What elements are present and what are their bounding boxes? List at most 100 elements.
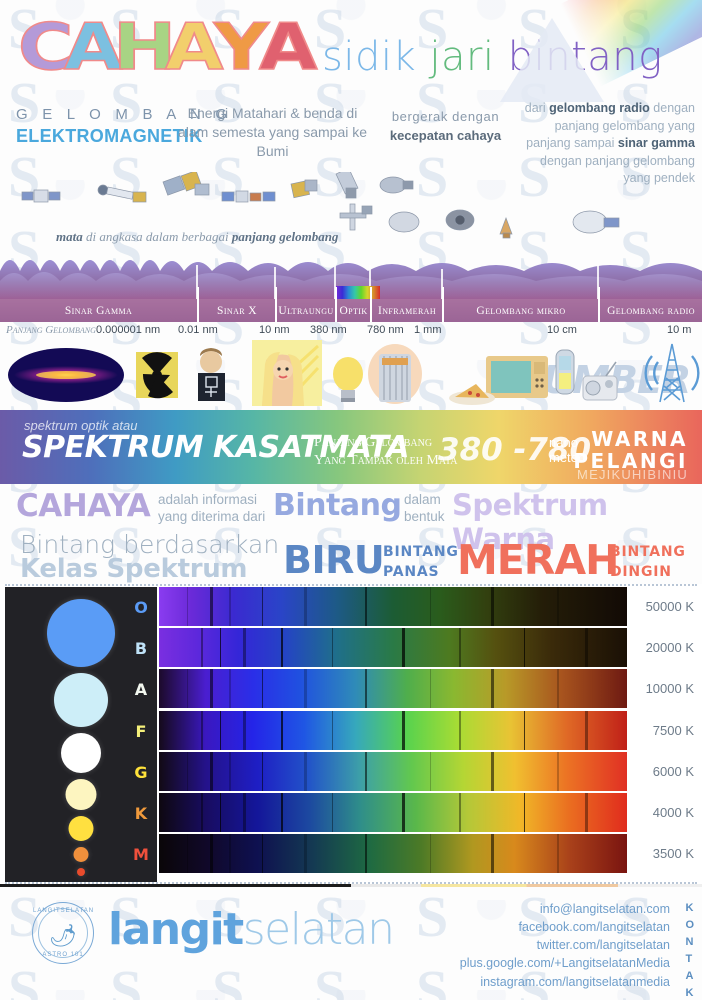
dalam-l1: dalam	[404, 492, 441, 507]
kontak-letter-1: O	[685, 919, 694, 932]
spectrum-strip-K	[159, 792, 627, 832]
star-size-marker-0	[47, 599, 115, 667]
spectrum-strip-B	[159, 628, 627, 668]
watermark-letter: S	[314, 70, 347, 135]
spectral-class-G: G	[134, 762, 148, 782]
watermark-letter: S	[8, 514, 41, 579]
stmt-spektrum-warna: Spektrum Warna	[452, 488, 608, 556]
temperature-label-O: 50000 K	[645, 599, 694, 614]
spectrum-strip-F	[159, 710, 627, 750]
watermark-letter: S	[8, 958, 41, 1000]
spectral-class-A: A	[134, 680, 148, 700]
watermark-letter: S	[620, 884, 653, 949]
contact-list[interactable]: info@langitselatan.com facebook.com/langi…	[460, 900, 670, 991]
watermark-letter: S	[416, 958, 449, 1000]
warna-line1: WARNA	[591, 427, 688, 451]
watermark-letter: S	[110, 884, 143, 949]
star-size-marker-4	[68, 816, 94, 841]
infrared-heater-icon	[368, 344, 422, 404]
wavelength-label-3: 380 nm	[310, 324, 347, 336]
contact-line-4[interactable]: instagram.com/langitselatanmedia	[480, 974, 670, 989]
em-band-gelombang-radio: Gelombang radio	[607, 304, 695, 317]
spectrum-row-O	[159, 587, 627, 626]
stmt-cahaya: CAHAYA	[16, 488, 151, 524]
contact-line-1[interactable]: facebook.com/langitselatan	[518, 920, 670, 935]
pendek-text: dengan panjang gelombang yang pendek	[540, 153, 695, 186]
seal-bottom-text: ASTRO 101	[42, 952, 84, 958]
star-size-marker-3	[65, 779, 97, 810]
panjang-gelombang-label: Panjang Gelombang	[6, 324, 96, 336]
pj-line2: Yang Tampak oleh Mata	[314, 452, 458, 468]
watermark-letter: S	[620, 144, 653, 209]
langitselatan-wordmark[interactable]: langitselatan	[108, 908, 395, 952]
em-band-gelombang-mikro: Gelombang mikro	[476, 304, 566, 317]
watermark-letter: S	[110, 514, 143, 579]
gelombang-radio-text: gelombang radio	[549, 101, 650, 115]
title-letter-5: A	[258, 11, 318, 85]
seal-top-text: LANGITSELATAN	[33, 908, 95, 914]
chart-top-divider	[5, 584, 697, 586]
em-band-ultraungu: Ultraungu	[278, 304, 334, 317]
gelombang-label: G E L O M B A N G	[16, 106, 233, 123]
stmt-dalam-bentuk: dalam bentuk	[404, 492, 445, 526]
stmt-merah: MERAH	[457, 536, 619, 584]
spectrum-strip-G	[159, 751, 627, 791]
em-band-divider-3	[370, 287, 372, 322]
spectrum-strip-O	[159, 587, 627, 626]
subtitle-word-1: jari	[429, 34, 508, 80]
absorption-lines-A	[159, 669, 627, 709]
uv-sunbathing-icon	[252, 340, 322, 406]
kontak-letter-2: N	[685, 936, 694, 949]
source-icons	[8, 340, 700, 406]
temperature-label-A: 10000 K	[645, 681, 694, 697]
title-letter-4: Y	[213, 11, 269, 85]
contact-line-3[interactable]: plus.google.com/+LangitselatanMedia	[459, 956, 670, 971]
em-band-inframerah: Inframerah	[377, 304, 437, 317]
bintang-dingin-l2: DINGIN	[610, 564, 672, 581]
spektrum-kasatmata-title: SPEKTRUM KASATMATA	[22, 430, 410, 465]
stmt-bintang: Bintang	[273, 488, 402, 523]
panjang-gelombang-tampak-label: Panjang Gelombang Yang Tampak oleh Mata	[314, 434, 458, 469]
bintang-panas-l2: PANAS	[383, 564, 440, 581]
spectrum-row-B	[159, 628, 627, 668]
title-letter-0: C	[17, 11, 74, 85]
absorption-lines-G	[159, 751, 627, 791]
unit-line1: nano	[549, 435, 578, 450]
dalam-l2: bentuk	[404, 508, 445, 524]
temperature-label-F: 7500 K	[652, 722, 694, 738]
contact-line-0[interactable]: info@langitselatan.com	[539, 902, 670, 916]
spectral-class-M: M	[133, 845, 149, 865]
watermark-letter: S	[416, 884, 449, 949]
stmt-bintang-dingin: BINTANG DINGIN	[610, 542, 686, 583]
footer-rule	[0, 884, 702, 887]
stmt-biru: BIRU	[283, 538, 385, 582]
em-spectrum-bar: Sinar Gamma Sinar X Ultraungu Optik Inframer…	[0, 287, 702, 322]
satellites-caption: mata di angkasa dalam berbagai panjang g…	[56, 229, 338, 245]
stmt-kelas-spektrum: Kelas Spektrum	[20, 554, 248, 584]
watermark-letter: S	[518, 144, 551, 209]
kontak-letter-3: T	[685, 953, 693, 966]
watermark-letter: S	[110, 70, 143, 135]
spectrum-row-G	[159, 751, 627, 791]
temperature-label-K: 4000 K	[652, 805, 694, 820]
header: CAHAYA sidik jari bintang	[0, 0, 702, 102]
galaxy-allsky-map-icon	[8, 348, 124, 402]
contact-line-2[interactable]: twitter.com/langitselatan	[536, 938, 670, 953]
watermark-letter: S	[416, 514, 449, 579]
star-size-marker-1	[54, 673, 108, 727]
watermark-letter: S	[212, 958, 245, 1000]
spectral-class-K: K	[134, 804, 148, 823]
stmt-bintang-panas: BINTANG PANAS	[383, 542, 459, 583]
watermark-letter: S	[416, 0, 449, 61]
intro-col-energi: Energi Matahari & benda di alam semesta …	[177, 105, 368, 159]
watermark-letter: S	[416, 144, 449, 209]
spectrum-row-A	[159, 669, 627, 709]
bintang-panas-l1: BINTANG	[383, 544, 459, 560]
wavelength-range-value: 380 -780	[438, 432, 592, 468]
panjang-gelombang-bold-text: panjang gelombang	[231, 229, 339, 244]
watermark-letter: S	[620, 70, 653, 135]
kontak-letter-4: A	[685, 970, 694, 983]
watermark-letter: S	[314, 0, 347, 61]
stmt-adalah-informasi: adalah informasi yang diterima dari	[158, 492, 265, 526]
absorption-lines-M	[159, 834, 627, 874]
